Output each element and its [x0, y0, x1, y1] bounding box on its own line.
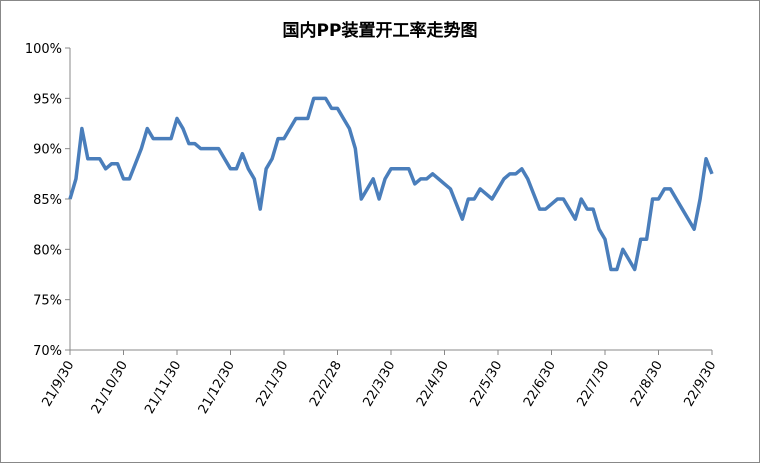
y-tick-label: 90% — [33, 143, 62, 158]
y-tick-label: 70% — [33, 344, 62, 359]
y-tick-label: 100% — [25, 42, 62, 57]
y-tick-label: 85% — [33, 193, 62, 208]
line-series — [68, 96, 714, 272]
chart-title: 国内PP装置开工率走势图 — [283, 20, 478, 41]
y-tick-label: 80% — [33, 243, 62, 258]
y-tick-label: 75% — [33, 294, 62, 309]
y-tick-label: 95% — [33, 92, 62, 107]
